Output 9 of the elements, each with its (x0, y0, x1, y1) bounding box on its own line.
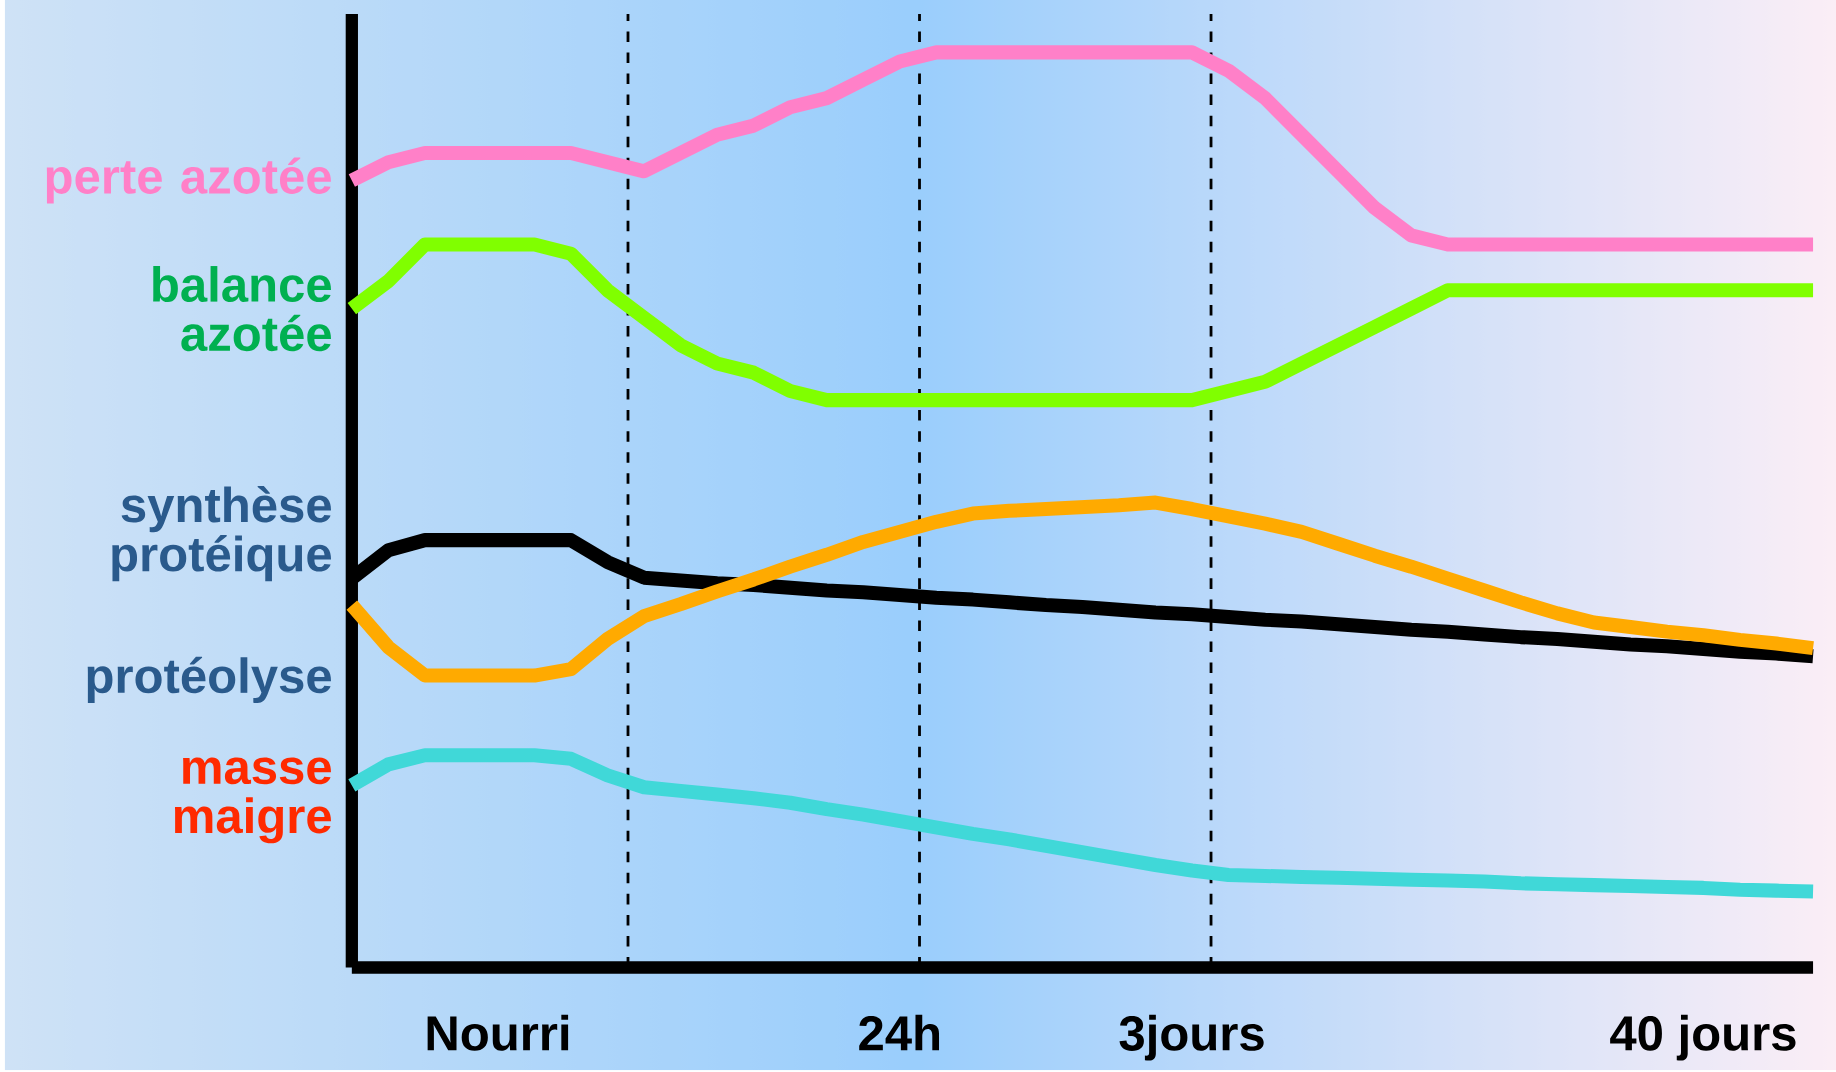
series-label: protéolyse (87, 656, 331, 703)
x-tick-label: Nourri (427, 1014, 569, 1051)
series-label: synthèse protéique (112, 485, 332, 582)
series-label: masse maigre (174, 757, 331, 844)
series-label: perte azotée (46, 157, 331, 204)
series-label: balance azotée (153, 265, 331, 352)
x-tick-label: 24h (859, 1014, 940, 1051)
x-tick-label: 40 jours (1610, 1014, 1796, 1061)
x-tick-label: 3jours (1119, 1014, 1264, 1061)
